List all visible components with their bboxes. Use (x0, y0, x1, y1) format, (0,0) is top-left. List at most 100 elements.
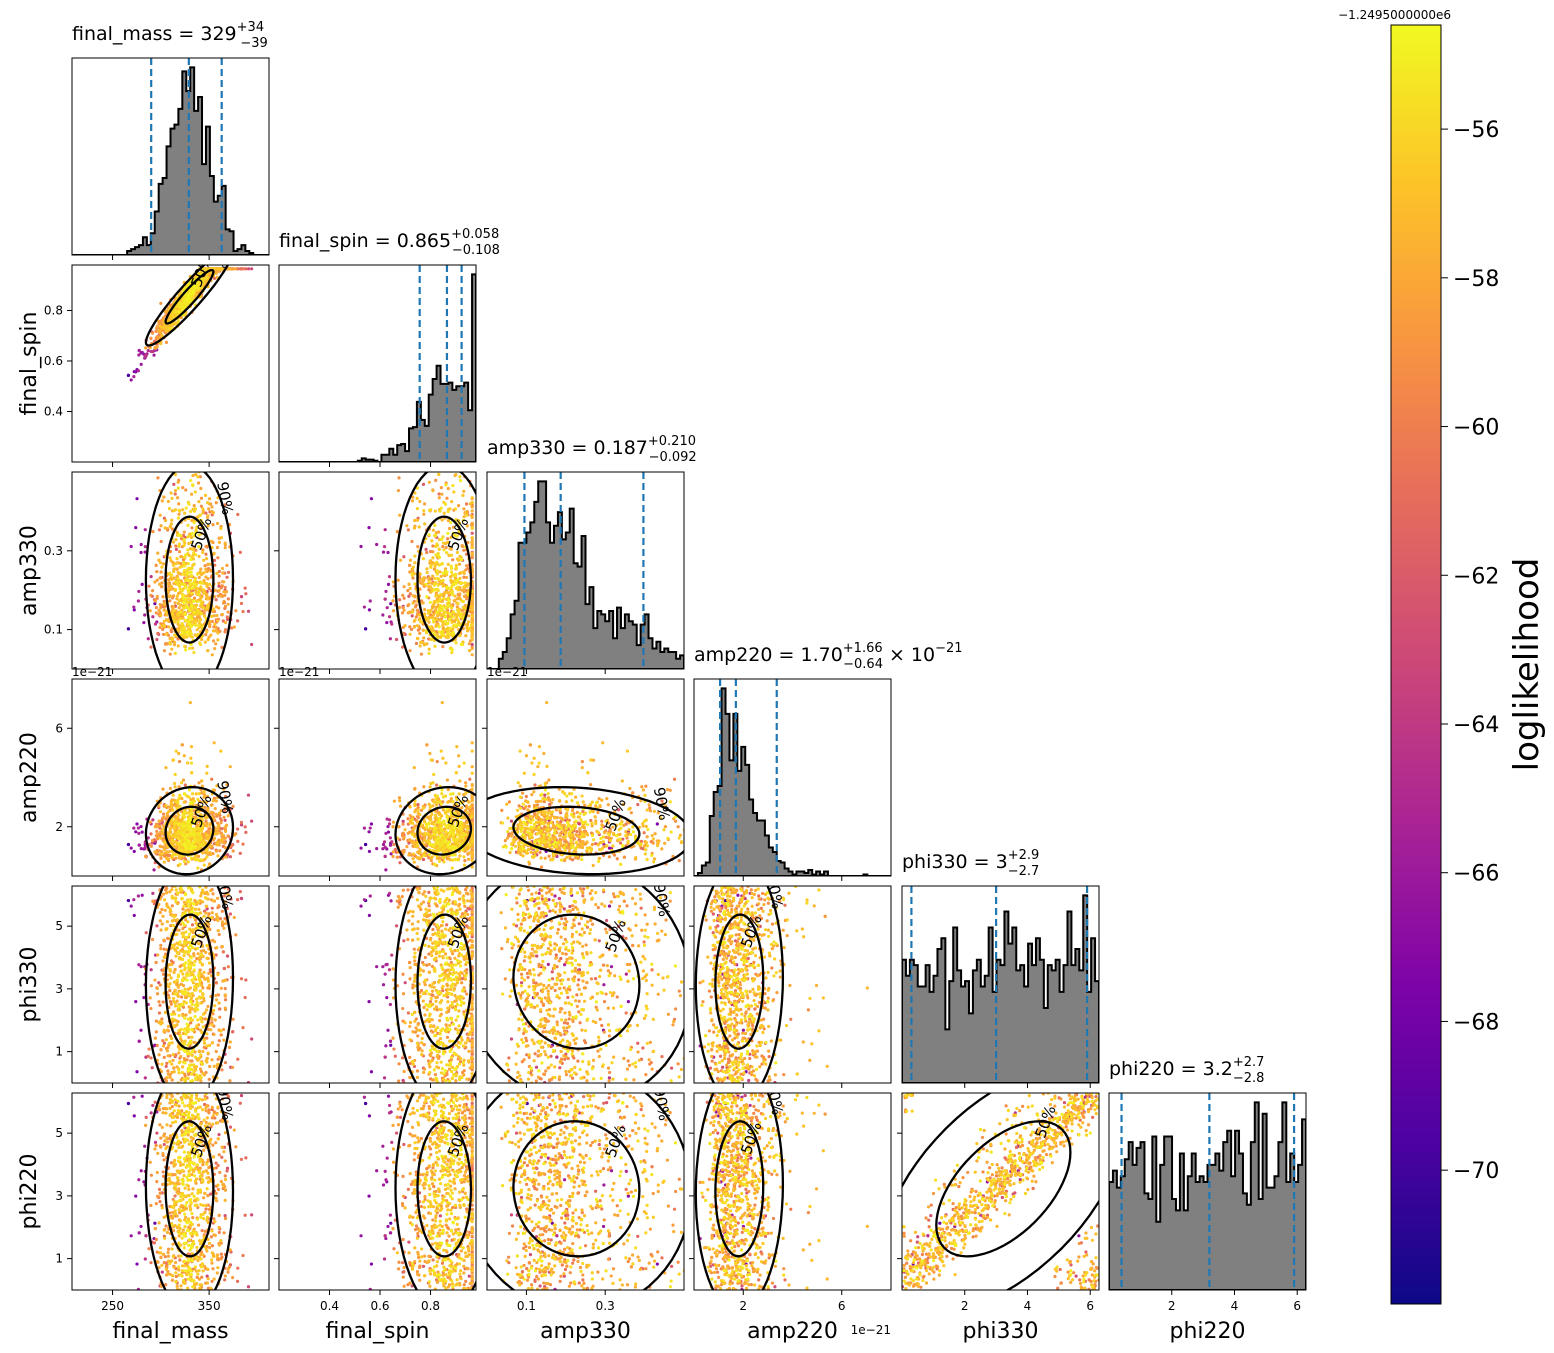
contour-90pct-amp220-vs-final_mass (144, 785, 235, 876)
contour-label-90pct-phi330-vs-amp220: 90% (763, 874, 787, 910)
contour-label-90pct-phi220-vs-amp330: 90% (650, 1086, 674, 1122)
contour-50pct-phi330-vs-amp220 (714, 913, 765, 1050)
marginal-panel-amp220: amp220 = 1.70+1.66 −0.64 × 10−21 (693, 641, 963, 881)
scatter-panel-final_spin-vs-final_mass: 50%90%0.40.60.8 (44, 234, 270, 467)
scatter-panel-amp330-vs-final_mass: 50%90%0.10.3 (44, 471, 270, 674)
xlabel-phi330: phi330 (962, 1319, 1038, 1344)
xlabel-final_mass: final_mass (112, 1319, 228, 1344)
scatter-panel-amp220-vs-amp330: 50% 90% 1e−21 (482, 665, 685, 881)
contour-90pct-phi330-vs-final_spin (394, 886, 476, 1083)
colorbar-tick--64: −64 (1453, 713, 1499, 738)
contour-label-90pct-phi220-vs-final_mass: 90% (213, 1086, 237, 1122)
panels-layer: final_mass = 329+34−39final_mass50%90%0.… (17, 20, 1307, 1344)
colorbar-gradient (1390, 24, 1442, 1305)
contour-90pct-amp220-vs-final_spin (394, 785, 476, 876)
contour-label-50pct-amp220-vs-final_spin: 50% (444, 792, 472, 829)
contour-90pct-amp330-vs-final_mass (144, 472, 235, 669)
xtick-label-phi220-4: 4 (1231, 1299, 1239, 1313)
xlabel-amp330: amp330 (540, 1319, 631, 1344)
histogram-amp330 (487, 480, 684, 669)
contour-label-90pct-amp220-vs-amp330: 90% (650, 786, 674, 822)
histogram-amp220 (694, 687, 891, 876)
xtick-label-final_mass-250: 250 (101, 1299, 124, 1313)
contour-label-50pct-phi330-vs-final_mass: 50% (187, 913, 215, 950)
marginal-title-phi220: phi220 = 3.2+2.7 −2.8 (1109, 1055, 1264, 1086)
xtick-label-phi330-4: 4 (1024, 1299, 1032, 1313)
xtick-label-final_spin-0.6: 0.6 (370, 1299, 389, 1313)
contour-label-90pct-amp330-vs-final_mass: 90% (213, 480, 237, 516)
colorbar-tick--68: −68 (1453, 1010, 1499, 1035)
marginal-title-amp330: amp330 = 0.187+0.210 −0.092 (487, 434, 697, 465)
colorbar: −56 −58 −60 −62 −64 −66 −68 −70 −1.2495000000e6 l… (1338, 8, 1547, 1305)
contour-90pct-phi220-vs-final_mass (144, 1093, 235, 1290)
ytick-label-amp330-0.1: 0.1 (44, 623, 63, 637)
scatter-panel-phi220-vs-amp220: 50%90%2 6 (689, 1092, 892, 1313)
ylabel-phi330: phi330 (17, 946, 42, 1022)
colorbar-label: loglikelihood (1507, 558, 1547, 772)
contour-label-90pct-amp330-vs-final_spin: 90% (471, 481, 495, 517)
contour-label-90pct-phi330-vs-final_mass: 90% (213, 875, 237, 911)
xtick-label-amp220-6: 6 (838, 1299, 846, 1313)
offset-label-amp220-final_mass: 1e−21 (72, 665, 112, 679)
contour-50pct-amp220-vs-final_spin (416, 805, 473, 856)
contour-90pct-phi330-vs-amp220 (694, 886, 785, 1083)
ylabel-final_spin: final_spin (17, 312, 42, 416)
xtick-label-final_spin-0.4: 0.4 (320, 1299, 339, 1313)
marginal-title-final_spin: final_spin = 0.865+0.058 −0.108 (279, 227, 500, 258)
contour-label-90pct-amp220-vs-final_mass: 90% (213, 779, 237, 815)
contour-50pct-amp220-vs-amp330 (512, 805, 641, 856)
xtick-label-amp220-2: 2 (739, 1299, 747, 1313)
contour-label-50pct-phi330-vs-final_spin: 50% (444, 913, 472, 950)
contour-50pct-phi330-vs-amp330 (512, 913, 641, 1050)
scatter-panel-amp330-vs-final_spin: 50%90% (274, 471, 495, 674)
ytick-label-final_spin-0.8: 0.8 (44, 303, 63, 317)
ylabel-phi220: phi220 (17, 1153, 42, 1229)
contour-50pct-phi330-vs-final_spin (416, 913, 473, 1050)
ytick-label-amp220-2: 2 (55, 820, 63, 834)
xtick-label-phi330-6: 6 (1086, 1299, 1094, 1313)
contour-50pct-final_spin-vs-final_mass (164, 268, 215, 325)
scatter-panel-phi330-vs-amp220: 50%90% (689, 874, 892, 1088)
xtick-label-phi220-6: 6 (1293, 1299, 1301, 1313)
offset-label-amp220-amp330: 1e−21 (487, 665, 527, 679)
contour-90pct-final_spin-vs-final_mass (144, 265, 230, 347)
contour-label-90pct-phi330-vs-amp330: 90% (650, 882, 674, 918)
scatter-panel-phi220-vs-phi330: 50%90%246 (897, 1092, 1100, 1313)
colorbar-tick--66: −66 (1453, 862, 1499, 887)
scatter-panel-phi330-vs-amp330: 50%90% (482, 882, 685, 1088)
colorbar-tick--56: −56 (1453, 118, 1499, 143)
contour-90pct-amp330-vs-final_spin (394, 472, 476, 669)
colorbar-tick--70: −70 (1453, 1159, 1499, 1184)
xtick-label-amp330-0.3: 0.3 (596, 1299, 615, 1313)
ytick-label-phi220-3: 3 (55, 1189, 63, 1203)
marginal-title-final_mass: final_mass = 329+34 −39 (72, 20, 268, 51)
xtick-label-final_spin-0.8: 0.8 (421, 1299, 440, 1313)
ylabel-amp330: amp330 (17, 525, 42, 616)
colorbar-tick--62: −62 (1453, 564, 1499, 589)
ytick-label-final_spin-0.4: 0.4 (44, 404, 63, 418)
ytick-label-amp220-6: 6 (55, 721, 63, 735)
contour-50pct-phi330-vs-final_mass (164, 913, 215, 1050)
scatter-panel-phi220-vs-amp330: 50% 90% 0.1 0.3 (482, 1086, 685, 1313)
contour-label-90pct-final_spin-vs-final_mass: 90% (213, 234, 237, 270)
contour-50pct-amp330-vs-final_spin (416, 515, 473, 644)
offset-label-amp220-final_spin: 1e−21 (279, 665, 319, 679)
colorbar-offset-label: −1.2495000000e6 (1338, 8, 1451, 22)
contour-90pct-phi220-vs-amp220 (694, 1093, 785, 1290)
xlabel-final_spin: final_spin (326, 1319, 430, 1344)
scatter-panel-phi330-vs-final_spin: 50%90% (274, 885, 477, 1088)
xoffset-label-amp220: 1e−21 (851, 1323, 891, 1337)
marginal-panel-final_spin: final_spin = 0.865+0.058 −0.108 (278, 227, 500, 467)
histogram-phi220 (1109, 1101, 1306, 1290)
xtick-label-amp330-0.1: 0.1 (517, 1299, 536, 1313)
contour-50pct-phi220-vs-final_spin (416, 1120, 473, 1258)
scatter-panel-phi220-vs-final_spin: 50%90%0.4 0.6 0.8 (274, 1092, 477, 1313)
ytick-label-phi330-1: 1 (55, 1045, 63, 1059)
contour-50pct-phi220-vs-phi330 (935, 1120, 1072, 1258)
ytick-label-final_spin-0.6: 0.6 (44, 354, 63, 368)
histogram-final_spin (279, 273, 476, 462)
